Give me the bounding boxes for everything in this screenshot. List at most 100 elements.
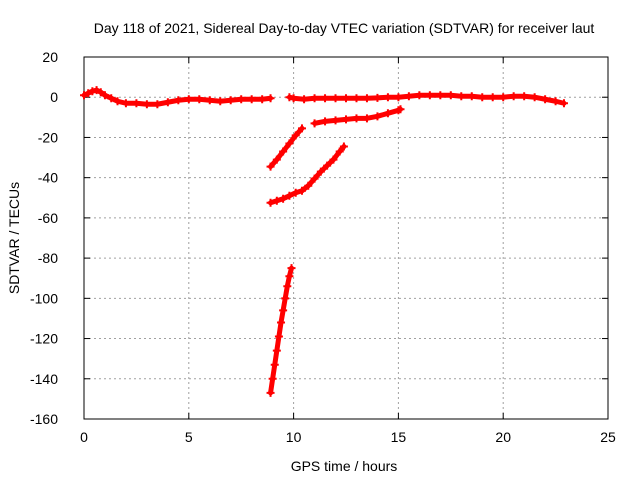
data-points bbox=[80, 86, 568, 397]
data-point bbox=[216, 97, 225, 106]
data-point bbox=[446, 91, 455, 100]
data-point bbox=[342, 115, 350, 124]
data-point bbox=[291, 131, 300, 140]
data-point bbox=[559, 99, 568, 108]
y-tick-label: -120 bbox=[30, 331, 58, 347]
data-point bbox=[404, 92, 413, 101]
data-point bbox=[323, 161, 332, 170]
data-point bbox=[478, 93, 487, 102]
data-point bbox=[279, 194, 288, 203]
data-point bbox=[174, 96, 183, 105]
y-axis-label: SDTVAR / TECUs bbox=[6, 182, 22, 294]
data-point bbox=[383, 109, 392, 118]
data-point bbox=[100, 91, 109, 100]
data-point bbox=[279, 147, 288, 156]
data-point bbox=[530, 93, 539, 102]
data-point bbox=[268, 374, 277, 383]
data-point bbox=[321, 94, 330, 103]
data-point bbox=[297, 186, 306, 195]
grid-lines bbox=[84, 57, 608, 419]
y-tick-label: -140 bbox=[30, 371, 58, 387]
x-tick-label: 0 bbox=[80, 429, 88, 445]
data-trace-segment bbox=[293, 125, 305, 138]
x-tick-label: 15 bbox=[391, 429, 407, 445]
data-point bbox=[270, 360, 279, 369]
data-point bbox=[310, 119, 319, 128]
data-point bbox=[281, 294, 290, 303]
data-point bbox=[316, 167, 325, 176]
data-point bbox=[352, 114, 361, 123]
x-tick-label: 25 bbox=[600, 429, 616, 445]
data-point bbox=[153, 100, 162, 109]
data-series-1 bbox=[80, 86, 275, 109]
data-point bbox=[352, 94, 361, 103]
data-point bbox=[394, 93, 403, 102]
data-point bbox=[339, 142, 348, 151]
data-point bbox=[509, 92, 518, 101]
data-point bbox=[304, 181, 313, 190]
data-point bbox=[291, 188, 300, 197]
x-tick-label: 20 bbox=[495, 429, 511, 445]
data-point bbox=[113, 97, 122, 106]
data-point bbox=[335, 147, 344, 156]
data-point bbox=[285, 272, 294, 281]
data-point bbox=[80, 91, 88, 100]
data-point bbox=[272, 196, 281, 205]
data-point bbox=[258, 95, 267, 104]
data-point bbox=[310, 174, 319, 183]
data-point bbox=[226, 96, 235, 105]
data-point bbox=[331, 94, 340, 103]
data-point bbox=[520, 92, 529, 101]
data-point bbox=[297, 124, 306, 133]
data-point bbox=[551, 97, 560, 106]
data-point bbox=[266, 198, 275, 207]
data-point bbox=[425, 91, 434, 100]
y-tick-label: -60 bbox=[38, 210, 58, 226]
x-axis-label: GPS time / hours bbox=[291, 458, 398, 474]
data-point bbox=[247, 95, 256, 104]
data-point bbox=[266, 94, 275, 103]
data-point bbox=[331, 116, 340, 125]
data-point bbox=[163, 98, 172, 107]
data-point bbox=[287, 264, 296, 273]
data-point bbox=[300, 95, 309, 104]
data-point bbox=[342, 94, 350, 103]
data-point bbox=[107, 94, 116, 103]
data-point bbox=[283, 282, 292, 291]
data-point bbox=[541, 95, 550, 104]
y-tick-label: -20 bbox=[38, 129, 58, 145]
y-tick-label: -160 bbox=[30, 411, 58, 427]
data-point bbox=[285, 191, 294, 200]
data-point bbox=[329, 155, 338, 164]
axis-ticks: 0 5 10 15 20 25 -160 -140 -120 -100 -80 -60 -40 -20 0 2… bbox=[30, 49, 616, 445]
data-point bbox=[499, 93, 508, 102]
data-point bbox=[272, 346, 281, 355]
data-point bbox=[274, 332, 283, 341]
data-point bbox=[195, 95, 204, 104]
data-point bbox=[289, 94, 298, 103]
data-series-3 bbox=[266, 124, 306, 171]
data-point bbox=[373, 93, 382, 102]
data-point bbox=[205, 96, 214, 105]
data-series-6 bbox=[266, 264, 296, 397]
data-point bbox=[321, 117, 330, 126]
y-tick-label: 20 bbox=[42, 49, 58, 65]
plot-frame bbox=[83, 56, 609, 420]
data-point bbox=[92, 86, 101, 95]
data-point bbox=[132, 99, 141, 108]
chart-title: Day 118 of 2021, Sidereal Day-to-day VTE… bbox=[94, 20, 595, 36]
data-point bbox=[373, 112, 382, 121]
x-tick-label: 5 bbox=[185, 429, 193, 445]
data-point bbox=[142, 100, 151, 109]
data-point bbox=[488, 93, 497, 102]
data-series-5 bbox=[266, 142, 348, 207]
data-point bbox=[396, 105, 405, 114]
data-point bbox=[266, 388, 275, 397]
data-series-4 bbox=[310, 105, 405, 128]
data-point bbox=[467, 92, 476, 101]
data-point bbox=[285, 139, 294, 148]
data-point bbox=[237, 95, 246, 104]
y-tick-label: -100 bbox=[30, 290, 58, 306]
data-series-2 bbox=[285, 91, 568, 108]
y-tick-label: 0 bbox=[50, 89, 58, 105]
